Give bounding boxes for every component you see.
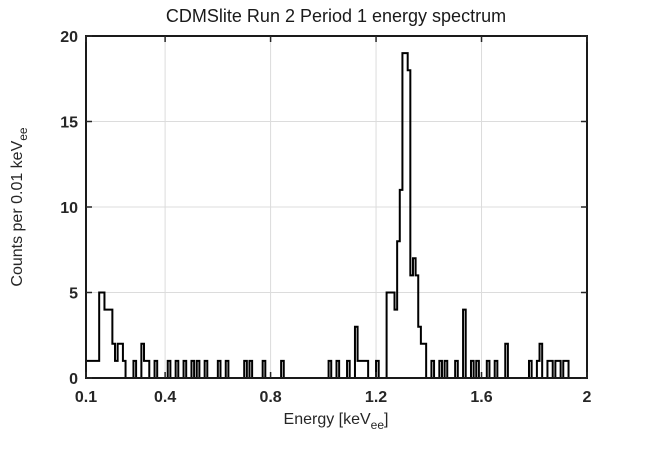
x-tick-label: 0.8	[259, 389, 281, 406]
y-tick-label: 5	[69, 286, 78, 303]
y-axis-label: Counts per 0.01 keVee	[9, 127, 30, 287]
x-tick-labels: 0.1 0.4 0.8 1.2 1.6 2	[75, 389, 592, 406]
x-axis-label: Energy [keVee]	[284, 411, 389, 432]
x-tick-label: 0.4	[154, 389, 176, 406]
y-tick-labels: 0 5 10 15 20	[60, 29, 78, 388]
tick-marks	[85, 35, 588, 379]
y-tick-label: 10	[60, 200, 78, 217]
x-tick-label: 1.6	[470, 389, 492, 406]
grid-lines	[85, 35, 588, 379]
y-tick-label: 15	[60, 115, 78, 132]
x-tick-label: 2	[583, 389, 592, 406]
x-axis-label-end: ]	[384, 411, 388, 428]
x-tick-label: 0.1	[75, 389, 97, 406]
y-axis-label-main: Counts per 0.01 keV	[9, 140, 26, 286]
y-tick-label: 0	[69, 371, 78, 388]
chart-title: CDMSlite Run 2 Period 1 energy spectrum	[166, 6, 506, 26]
x-axis-label-subscript: ee	[371, 418, 385, 432]
x-tick-label: 1.2	[365, 389, 387, 406]
y-axis-label-subscript: ee	[16, 127, 30, 141]
y-tick-label: 20	[60, 29, 78, 46]
histogram-step-line	[85, 52, 587, 379]
x-axis-label-main: Energy [keV	[284, 411, 371, 428]
